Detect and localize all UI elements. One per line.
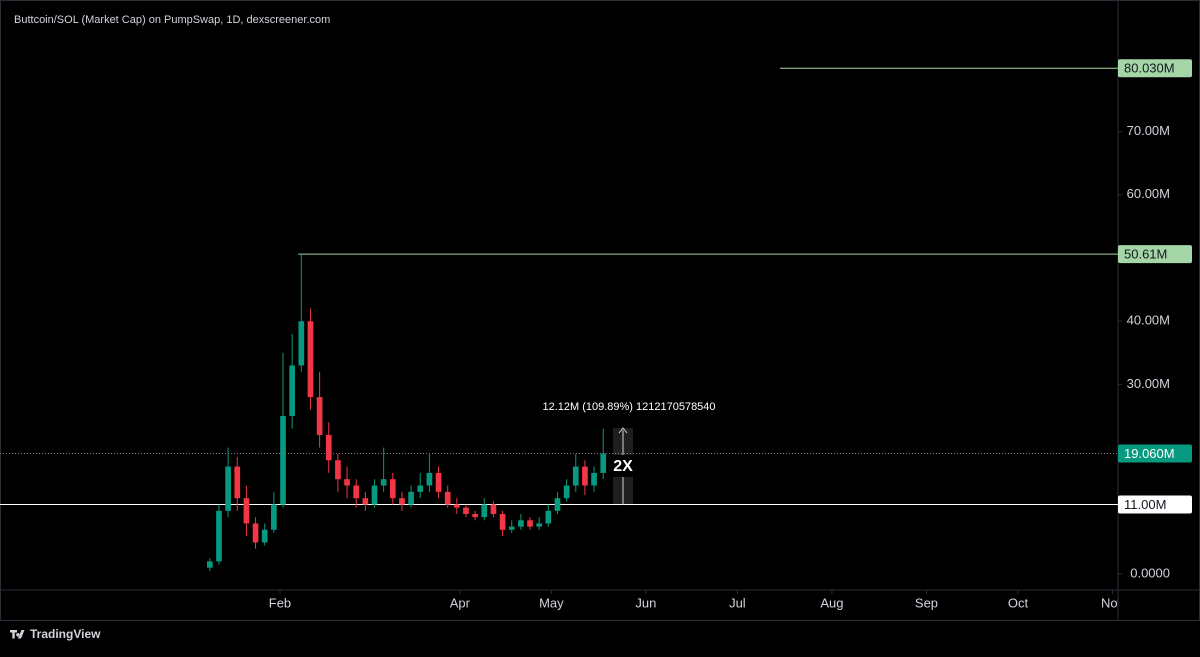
candle-body xyxy=(408,491,414,505)
candle-body xyxy=(572,466,579,486)
measure-tag: 2X xyxy=(613,458,633,475)
x-tick-label: Feb xyxy=(269,595,291,610)
last-price-box xyxy=(1118,444,1192,463)
x-tick-label: Jun xyxy=(635,595,656,610)
candle-body xyxy=(399,498,405,505)
candle-body xyxy=(536,523,543,527)
x-tick-label: Aug xyxy=(820,595,843,610)
chart-title: Buttcoin/SOL (Market Cap) on PumpSwap, 1… xyxy=(14,14,330,26)
candle-body xyxy=(582,466,588,486)
candle-body xyxy=(252,523,259,543)
candle-body xyxy=(545,510,552,524)
candle-body xyxy=(335,460,341,480)
level-label-box xyxy=(1118,59,1192,78)
candle-body xyxy=(225,466,231,511)
axes: 0.0000 30.00M 40.00M 60.00M 70.00M Feb Apr May J… xyxy=(269,59,1192,610)
y-tick-label: 70.00M xyxy=(1127,123,1170,138)
level-label: 11.00M xyxy=(1124,497,1166,512)
candle-body xyxy=(591,472,597,486)
candle-body xyxy=(216,510,222,562)
measure-tag-bg xyxy=(612,455,636,477)
x-tick-label: Nov xyxy=(1101,595,1125,610)
level-label-box xyxy=(1118,495,1192,514)
x-tick-label: May xyxy=(539,595,564,610)
candle-body xyxy=(417,485,424,492)
candle-body xyxy=(362,498,369,505)
level-label: 80.030M xyxy=(1124,61,1175,76)
footer-logo xyxy=(9,630,25,639)
x-tick-label: Oct xyxy=(1008,595,1029,610)
candle-body xyxy=(243,498,250,524)
candle-body xyxy=(435,472,442,492)
y-tick-label: 30.00M xyxy=(1127,376,1170,391)
plot xyxy=(0,67,1118,571)
last-price-label: 19.060M xyxy=(1124,446,1175,461)
candle-body xyxy=(527,520,533,527)
candle-body xyxy=(563,485,570,499)
candle-body xyxy=(380,479,387,486)
measure-arrowhead xyxy=(618,427,628,434)
level-label-box xyxy=(1118,245,1192,264)
candle-body xyxy=(316,397,323,435)
candle-body xyxy=(280,416,286,505)
candle-body xyxy=(518,520,524,527)
candle-body xyxy=(472,513,478,518)
candle-body xyxy=(554,498,561,511)
y-tick-label: 60.00M xyxy=(1127,186,1170,201)
measure-text: 12.12M (109.89%) 1212170578540 xyxy=(542,401,715,413)
y-tick-label: 0.0000 xyxy=(1130,565,1170,580)
candle-body xyxy=(307,321,314,398)
candle-body xyxy=(271,504,277,530)
x-tick-label: Sep xyxy=(915,595,938,610)
candle-body xyxy=(325,434,332,461)
candle-body xyxy=(289,365,295,417)
candle-body xyxy=(444,491,451,505)
candle-body xyxy=(371,485,378,505)
level-label: 50.61M xyxy=(1124,247,1167,262)
measure-tool xyxy=(612,427,636,505)
candle-body xyxy=(600,453,607,473)
footer-brand: TradingView xyxy=(30,627,101,641)
x-tick-label: Jul xyxy=(729,595,746,610)
candle-body xyxy=(389,479,396,499)
candle-body xyxy=(490,504,497,514)
candle-body xyxy=(234,466,241,499)
y-tick-label: 40.00M xyxy=(1127,313,1170,328)
candle-body xyxy=(454,504,460,508)
candle-body xyxy=(206,561,213,568)
candle-body xyxy=(481,504,488,518)
candle-body xyxy=(426,472,433,486)
candle-body xyxy=(499,513,506,530)
candle-body xyxy=(344,479,350,486)
candle-body xyxy=(298,321,305,366)
candle-body xyxy=(463,507,469,514)
candle-body xyxy=(508,526,515,530)
candle-body xyxy=(353,485,360,499)
candle-body xyxy=(261,529,268,543)
x-tick-label: Apr xyxy=(450,595,471,610)
